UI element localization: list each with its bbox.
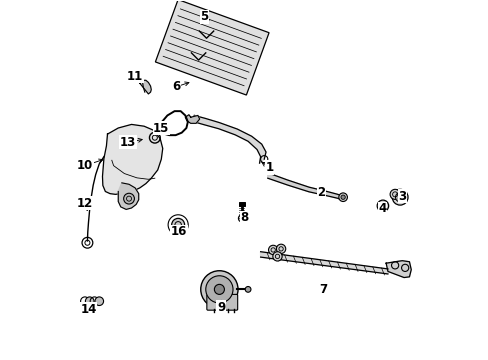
Text: 9: 9 — [217, 301, 225, 314]
Polygon shape — [386, 261, 410, 278]
Polygon shape — [140, 80, 151, 94]
Circle shape — [268, 245, 277, 255]
Text: 16: 16 — [171, 225, 187, 238]
Text: 15: 15 — [153, 122, 169, 135]
Circle shape — [85, 297, 94, 306]
Circle shape — [238, 215, 245, 222]
Circle shape — [95, 297, 103, 306]
Text: 11: 11 — [127, 69, 143, 82]
Polygon shape — [185, 115, 199, 123]
Circle shape — [376, 200, 388, 212]
Text: 10: 10 — [77, 159, 93, 172]
Polygon shape — [118, 183, 139, 210]
Circle shape — [340, 195, 345, 199]
Circle shape — [391, 189, 407, 205]
Text: 3: 3 — [397, 190, 406, 203]
Polygon shape — [102, 125, 163, 194]
Circle shape — [276, 244, 285, 253]
Circle shape — [201, 271, 238, 308]
Text: 2: 2 — [317, 186, 325, 199]
Circle shape — [244, 287, 250, 292]
Circle shape — [272, 252, 282, 261]
Text: 5: 5 — [200, 10, 208, 23]
Circle shape — [395, 193, 404, 202]
Circle shape — [338, 193, 346, 202]
Text: 1: 1 — [265, 161, 273, 174]
Text: 13: 13 — [120, 136, 136, 149]
Text: 14: 14 — [80, 303, 97, 316]
Circle shape — [389, 189, 399, 199]
Circle shape — [205, 276, 233, 303]
Text: 4: 4 — [378, 202, 386, 215]
FancyBboxPatch shape — [206, 294, 237, 310]
Circle shape — [171, 219, 184, 231]
Polygon shape — [260, 252, 387, 274]
Circle shape — [123, 193, 134, 204]
Polygon shape — [155, 0, 268, 95]
Text: 12: 12 — [77, 197, 93, 210]
Polygon shape — [194, 116, 265, 163]
Polygon shape — [267, 173, 341, 200]
Text: 7: 7 — [319, 283, 327, 296]
Text: 8: 8 — [240, 211, 248, 224]
Text: 6: 6 — [172, 80, 180, 93]
Circle shape — [180, 234, 184, 238]
Bar — [238, 202, 244, 206]
Circle shape — [214, 284, 224, 294]
